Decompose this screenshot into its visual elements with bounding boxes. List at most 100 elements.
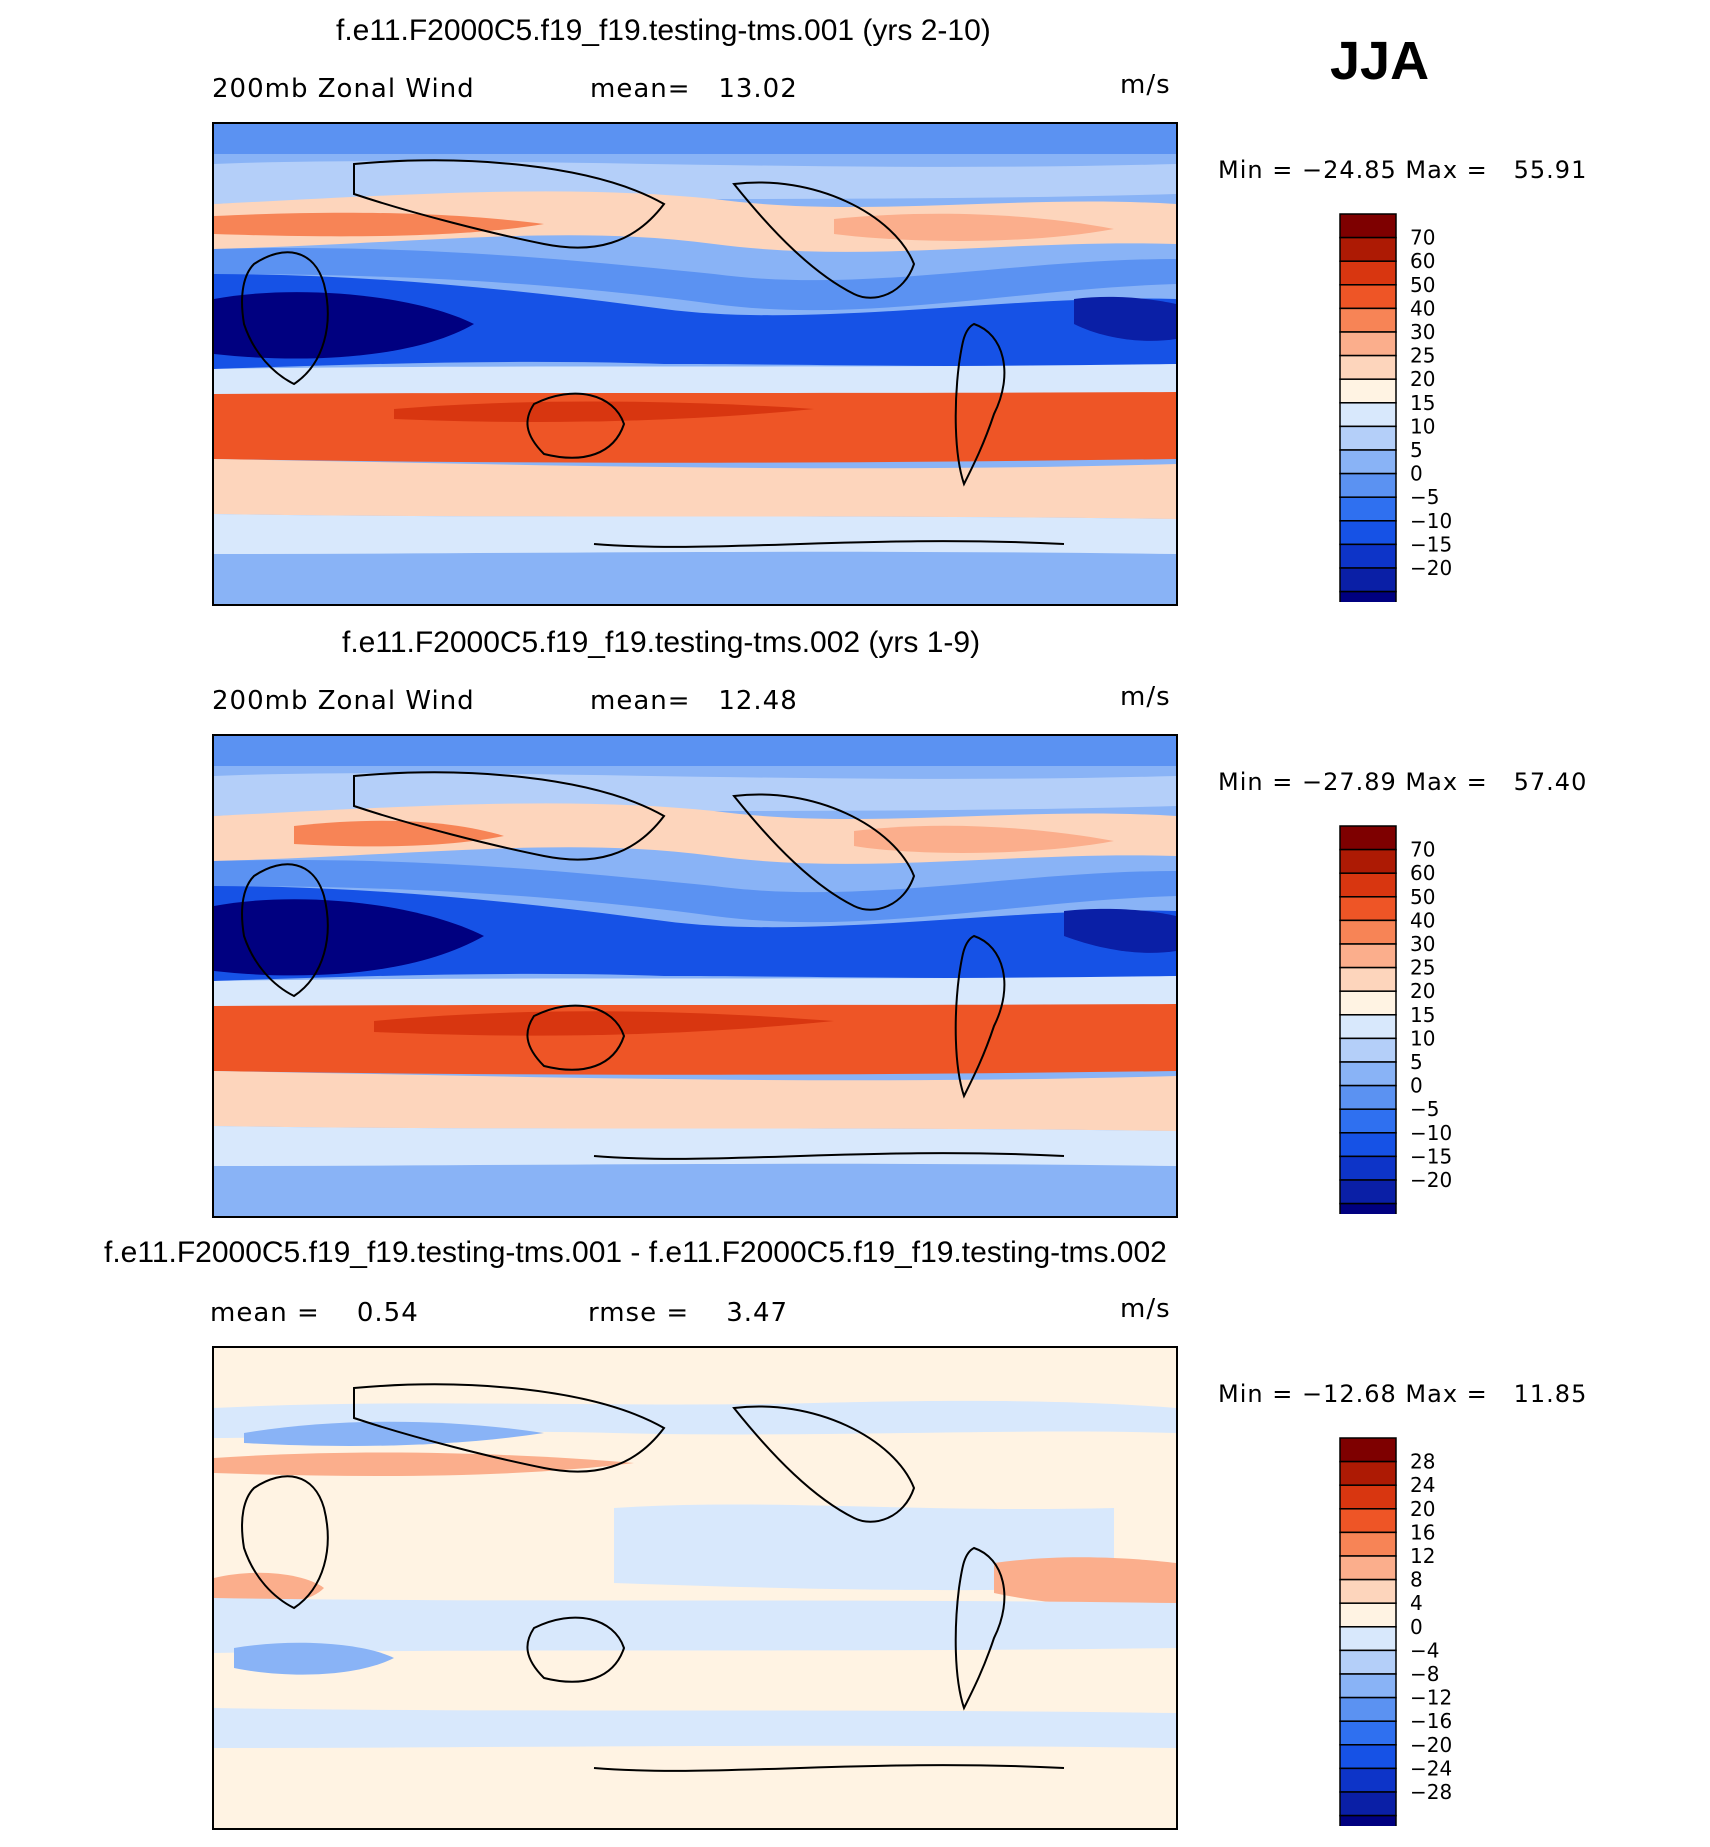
panel3-colorbar-box: [1339, 1602, 1397, 1628]
north-america-outline: [732, 1405, 916, 1523]
panel1-colorbar-tick-label: −15: [1410, 532, 1452, 556]
panel2-colorbar-box: [1339, 1155, 1397, 1181]
panel3-colorbar-tick-label: −8: [1410, 1662, 1439, 1686]
panel3-colorbar-tick-label: −28: [1410, 1780, 1452, 1804]
band-south-midlatitude: [214, 1071, 1176, 1131]
panel3-colorbar-box: [1339, 1744, 1397, 1770]
panel2-colorbar-box: [1339, 1037, 1397, 1063]
panel1-colorbar-box: [1339, 378, 1397, 404]
band-equatorial: [214, 364, 1176, 397]
panel3-colorbar-box: [1339, 1578, 1397, 1604]
north-jet-core-atlantic: [834, 213, 1114, 241]
coastlines: [241, 159, 1065, 548]
south-america-outline: [954, 1546, 1006, 1711]
diff-negative-south-indian: [234, 1642, 394, 1675]
diff-band-equatorial: [214, 1598, 1176, 1653]
band-polar-north: [214, 124, 1176, 154]
north-jet-core: [214, 212, 544, 237]
panel3-colorbar-tick-label: −20: [1410, 1733, 1452, 1757]
panel2-units: m/s: [1120, 682, 1171, 712]
panel2-colorbar-box: [1339, 1084, 1397, 1110]
panel1-colorbar-tick-label: 10: [1410, 414, 1435, 438]
panel2-variable-label: 200mb Zonal Wind: [212, 686, 475, 716]
panel3-colorbar-box: [1339, 1626, 1397, 1652]
band-south-midlatitude: [214, 459, 1176, 519]
north-jet-core-atlantic: [854, 825, 1114, 853]
panel2-colorbar-tick-label: 10: [1410, 1026, 1435, 1050]
eurasia-outline: [353, 159, 666, 249]
panel1-minmax: Min = −24.85 Max = 55.91: [1218, 156, 1588, 184]
panel3-colorbar-tick-label: 20: [1410, 1497, 1435, 1521]
antarctica-outline: [593, 1152, 1065, 1160]
panel3-colorbar-tick-label: −4: [1410, 1638, 1439, 1662]
panel2-colorbar-box: [1339, 966, 1397, 992]
panel1-colorbar-box: [1339, 567, 1397, 593]
panel3-minmax: Min = −12.68 Max = 11.85: [1218, 1380, 1588, 1408]
north-jet-core: [294, 820, 504, 847]
panel1-colorbar-tick-label: 25: [1410, 344, 1435, 368]
panel2-map-svg: [214, 736, 1176, 1216]
diff-band-south: [214, 1708, 1176, 1748]
tropical-easterly-core: [214, 292, 474, 359]
panel3-colorbar-box: [1339, 1791, 1397, 1817]
band-polar-south: [214, 1166, 1176, 1216]
panel1-colorbar-box: [1339, 449, 1397, 475]
panel1-colorbar-box: [1339, 307, 1397, 333]
panel2-colorbar-tick-label: 30: [1410, 932, 1435, 956]
panel2-colorbar-tick-label: 5: [1410, 1050, 1423, 1074]
panel2-colorbar-box: [1339, 1202, 1397, 1214]
australia-outline: [526, 392, 626, 459]
panel1-colorbar-box: [1339, 543, 1397, 569]
band-south-subpolar: [214, 1126, 1176, 1166]
band-tropical-easterly: [214, 274, 1176, 369]
panel3-colorbar-box: [1339, 1720, 1397, 1746]
panel2-colorbar-tick-label: 50: [1410, 885, 1435, 909]
panel2-colorbar-box: [1339, 872, 1397, 898]
south-jet-core: [374, 1011, 834, 1036]
panel1-map-svg: [214, 124, 1176, 604]
season-label: JJA: [1330, 31, 1430, 91]
coastlines: [241, 1383, 1065, 1772]
panel2-colorbar-box: [1339, 990, 1397, 1016]
eurasia-outline: [353, 771, 666, 861]
panel1-title: f.e11.F2000C5.f19_f19.testing-tms.001 (y…: [336, 14, 991, 47]
panel2-colorbar-tick-label: 15: [1410, 1003, 1435, 1027]
panel1-colorbar-box: [1339, 331, 1397, 357]
panel3-colorbar-box: [1339, 1555, 1397, 1581]
panel1-variable-label: 200mb Zonal Wind: [212, 74, 475, 104]
panel1-colorbar-tick-label: 30: [1410, 320, 1435, 344]
tropical-easterly-core: [214, 899, 484, 976]
panel2-colorbar-box: [1339, 1014, 1397, 1040]
panel1-mean: mean= 13.02: [590, 74, 798, 104]
diff-negative-pacific: [614, 1504, 1114, 1591]
tropical-easterly-core-atlantic: [1074, 296, 1176, 341]
panel3-colorbar-box: [1339, 1696, 1397, 1722]
panel2-colorbar-box: [1339, 896, 1397, 922]
panel3-colorbar-box: [1339, 1673, 1397, 1699]
panel2-colorbar-tick-label: −20: [1410, 1168, 1452, 1192]
panel3-colorbar-tick-label: −24: [1410, 1756, 1452, 1780]
panel1-colorbar-box: [1339, 520, 1397, 546]
panel1-colorbar-box: [1339, 213, 1397, 239]
panel2-colorbar-box: [1339, 1132, 1397, 1158]
panel3-colorbar-box: [1339, 1531, 1397, 1557]
panel1-colorbar-box: [1339, 425, 1397, 451]
tropical-easterly-core-atlantic: [1064, 908, 1176, 953]
panel1-units: m/s: [1120, 70, 1171, 100]
band-equatorial: [214, 976, 1176, 1009]
panel2-colorbar-tick-label: −10: [1410, 1121, 1452, 1145]
south-america-outline: [954, 934, 1006, 1099]
south-jet-core: [394, 401, 814, 422]
panel1-colorbar-tick-label: 15: [1410, 391, 1435, 415]
panel1-colorbar-box: [1339, 236, 1397, 262]
panel2-colorbar-box: [1339, 919, 1397, 945]
panel1-colorbar-tick-label: 20: [1410, 367, 1435, 391]
panel3-colorbar-box: [1339, 1649, 1397, 1675]
panel1-map: [212, 122, 1178, 606]
band-polar-south: [214, 554, 1176, 604]
panel2-colorbar-box: [1339, 1108, 1397, 1134]
north-america-outline: [732, 793, 916, 911]
